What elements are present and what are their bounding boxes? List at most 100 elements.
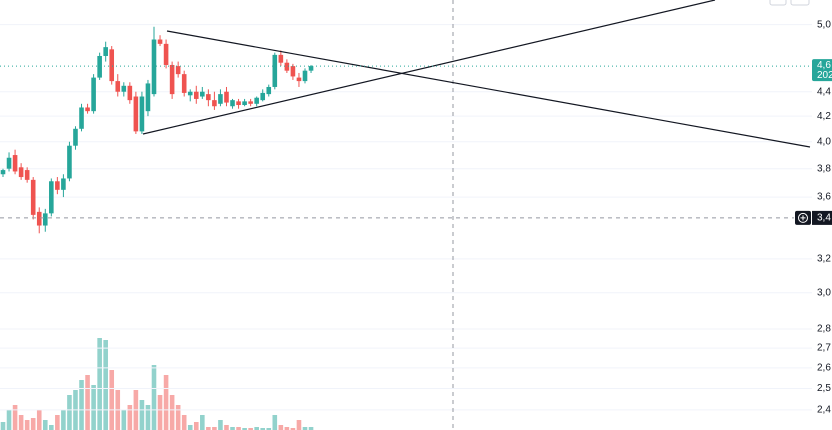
volume-bar — [266, 428, 272, 430]
toolbar-button[interactable] — [769, 0, 787, 6]
candle-body — [61, 178, 66, 190]
candle-body — [36, 211, 42, 226]
volume-bar — [61, 410, 66, 430]
candle-body — [73, 128, 78, 146]
candle-body — [67, 145, 72, 179]
volume-bar — [308, 427, 314, 430]
crosshair-price-tag — [812, 210, 832, 225]
volume-bar — [42, 420, 48, 430]
volume-bar — [254, 427, 259, 430]
volume-bar — [85, 375, 90, 430]
candle-body — [12, 155, 18, 172]
candle-body — [163, 43, 169, 65]
volume-bar — [163, 375, 169, 430]
volume-bar — [121, 410, 127, 430]
volume-bar — [206, 427, 211, 430]
candle-body — [6, 157, 12, 169]
candle-body — [42, 213, 48, 226]
y-tick-label: 3,0 — [817, 287, 831, 298]
candle-body — [151, 39, 157, 95]
toolbar-button[interactable] — [790, 0, 810, 6]
candle-body — [224, 91, 229, 103]
candle-body — [79, 107, 84, 129]
y-tick-label: 2,8 — [817, 324, 831, 335]
volume-bar — [157, 395, 163, 430]
volume-bar — [103, 340, 108, 430]
candle-body — [97, 55, 102, 78]
candle-body — [139, 96, 145, 132]
volume-bar — [278, 425, 284, 430]
trend-line — [166, 30, 811, 148]
volume-bar — [97, 338, 102, 430]
last-price-label: 4,6 — [817, 60, 831, 71]
candle-body — [278, 54, 284, 63]
candle-body — [272, 54, 278, 87]
volume-bar — [67, 395, 72, 430]
volume-bar — [212, 427, 217, 430]
y-tick-label: 4,2 — [817, 111, 831, 122]
candle-body — [109, 49, 115, 82]
candle-body — [236, 101, 241, 106]
y-tick-label: 3,6 — [817, 192, 831, 203]
volume-bar — [24, 420, 30, 430]
candle-body — [55, 181, 60, 190]
candle-body — [0, 170, 6, 175]
candle-body — [85, 107, 90, 112]
candle-body — [24, 170, 30, 180]
volume-bar — [290, 428, 296, 430]
volume-bar — [284, 427, 290, 430]
volume-bar — [175, 405, 181, 430]
volume-bar — [30, 418, 36, 430]
volume-bar — [145, 405, 151, 430]
volume-bar — [139, 400, 145, 430]
volume-bar — [200, 415, 205, 430]
candle-body — [266, 86, 272, 95]
candle-body — [30, 179, 36, 215]
candle-body — [169, 64, 175, 95]
volume-bar — [55, 415, 60, 430]
volume-bar — [193, 422, 199, 430]
candle-body — [254, 97, 259, 104]
volume-bar — [248, 428, 253, 430]
y-tick-label: 2,6 — [817, 363, 831, 374]
candle-body — [206, 94, 211, 101]
candle-body — [218, 94, 223, 104]
volume-bar — [181, 415, 187, 430]
candle-body — [290, 66, 296, 77]
volume-bar — [302, 427, 308, 430]
candle-body — [103, 47, 108, 56]
trend-line — [142, 0, 716, 135]
volume-pane — [0, 338, 314, 430]
y-tick-label: 2,7 — [817, 343, 831, 354]
y-tick-label: 3,2 — [817, 254, 831, 265]
volume-bar — [0, 422, 6, 430]
y-tick-label: 4,4 — [817, 86, 831, 97]
last-price-tag — [812, 59, 832, 82]
candle-body — [115, 81, 121, 92]
y-tick-label: 4,0 — [817, 136, 831, 147]
y-tick-label: 3,8 — [817, 163, 831, 174]
candle-body — [121, 85, 127, 92]
price-grid — [0, 24, 812, 411]
volume-bar — [12, 405, 18, 430]
candle-body — [127, 85, 133, 101]
candle-body — [157, 39, 163, 44]
candle-body — [187, 91, 193, 96]
candle-body — [18, 167, 24, 178]
volume-bar — [151, 365, 157, 430]
candle-body — [181, 74, 187, 93]
candle-body — [145, 83, 151, 112]
volume-bar — [36, 410, 42, 430]
volume-bar — [230, 427, 235, 430]
crosshair-price-label: 3,4 — [817, 213, 831, 224]
volume-bar — [169, 395, 175, 430]
candle-body — [230, 100, 235, 107]
crosshair-add-icon — [798, 212, 808, 223]
volume-bar — [296, 420, 302, 430]
volume-bar — [79, 380, 84, 430]
volume-bar — [187, 425, 193, 430]
candle-body — [242, 101, 247, 106]
candle-body — [308, 66, 314, 71]
